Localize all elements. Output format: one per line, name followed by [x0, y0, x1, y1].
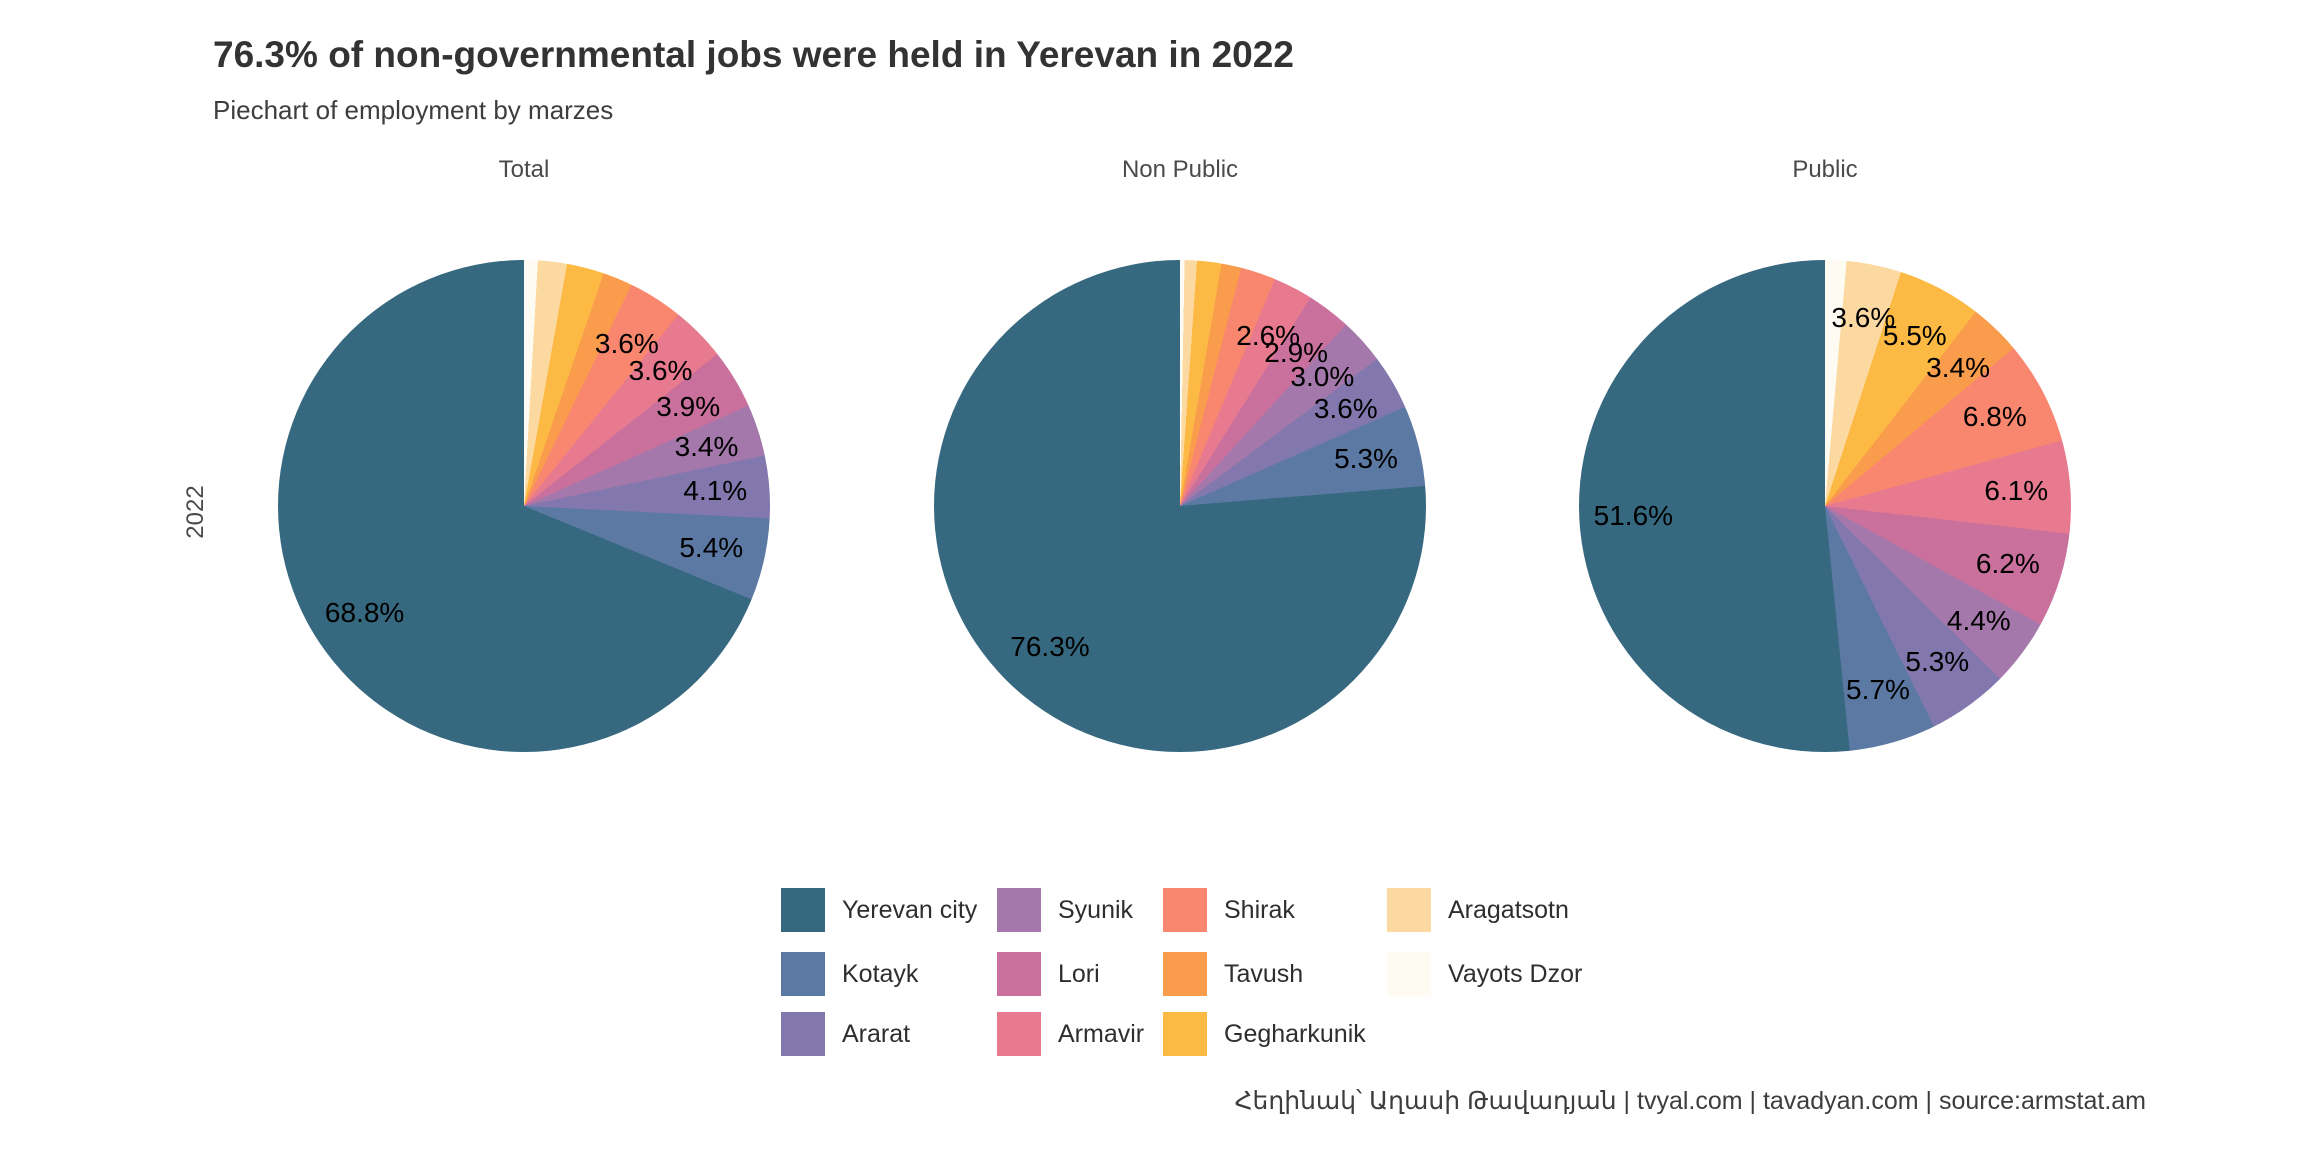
facet-title-total: Total	[498, 156, 550, 183]
legend-swatch-gegharkunik	[1163, 1012, 1207, 1056]
slice-label: 6.2%	[1975, 548, 2040, 580]
slice-label: 5.5%	[1882, 320, 1947, 352]
legend-swatch-kotayk	[781, 952, 825, 996]
legend-item-syunik: Syunik	[997, 888, 1133, 932]
slice-label: 6.8%	[1962, 400, 2027, 432]
slice-label: 76.3%	[1010, 631, 1090, 663]
legend-swatch-ararat	[781, 1012, 825, 1056]
legend-label: Ararat	[842, 1019, 911, 1048]
legend-label: Gegharkunik	[1224, 1019, 1366, 1048]
slice-label: 3.4%	[674, 430, 739, 462]
legend-label: Syunik	[1058, 895, 1134, 924]
slice-label: 3.0%	[1290, 361, 1355, 393]
slice-label: 3.9%	[656, 390, 721, 422]
pie-public: 3.6% 5.5% 3.4% 6.8% 6.1% 6.2% 4.4% 5.3% 5.7% 51.6…	[1579, 260, 2071, 752]
slice-label: 51.6%	[1593, 499, 1674, 531]
legend-label: Armavir	[1058, 1019, 1145, 1048]
legend-swatch-tavush	[1163, 952, 1207, 996]
legend-label: Tavush	[1224, 959, 1304, 988]
legend-swatch-yerevan-city	[781, 888, 825, 932]
legend-item-yerevan-city: Yerevan city	[781, 888, 977, 932]
slice-label: 5.7%	[1846, 674, 1910, 706]
slice-label: 4.1%	[683, 474, 748, 506]
slice-label: 4.4%	[1946, 604, 2011, 636]
legend-item-kotayk: Kotayk	[781, 952, 918, 996]
legend-item-aragatsotn: Aragatsotn	[1387, 888, 1569, 932]
legend-item-armavir: Armavir	[997, 1012, 1144, 1056]
legend-item-lori: Lori	[997, 952, 1100, 996]
legend-label: Lori	[1058, 959, 1100, 988]
legend-item-gegharkunik: Gegharkunik	[1163, 1012, 1366, 1056]
legend-label: Yerevan city	[842, 895, 978, 924]
pie-non-public: 2.6% 2.9% 3.0% 3.6% 5.3% 76.3%	[934, 260, 1426, 752]
slice-label: 2.9%	[1264, 337, 1329, 369]
legend-item-ararat: Ararat	[781, 1012, 910, 1056]
legend-swatch-armavir	[997, 1012, 1041, 1056]
legend-swatch-vayots-dzor	[1387, 952, 1431, 996]
slice-label: 3.6%	[594, 327, 659, 359]
slice-label: 3.4%	[1926, 351, 1991, 383]
legend-item-vayots-dzor: Vayots Dzor	[1387, 952, 1582, 996]
slice-label: 5.4%	[679, 531, 744, 563]
slice-label: 5.3%	[1334, 442, 1398, 474]
legend-swatch-aragatsotn	[1387, 888, 1431, 932]
facet-title-public: Public	[1792, 156, 1858, 183]
slice-label: 5.3%	[1905, 645, 1970, 677]
chart-title: 76.3% of non-governmental jobs were held…	[213, 34, 1294, 75]
legend-label: Aragatsotn	[1448, 895, 1569, 924]
legend-label: Shirak	[1224, 895, 1295, 924]
legend-label: Vayots Dzor	[1448, 959, 1583, 988]
legend-swatch-lori	[997, 952, 1041, 996]
slice-label: 3.6%	[628, 355, 693, 387]
legend-label: Kotayk	[842, 959, 919, 988]
chart-subtitle: Piechart of employment by marzes	[213, 95, 614, 125]
row-label-2022: 2022	[182, 485, 209, 539]
slice-label: 3.6%	[1313, 393, 1378, 425]
legend-item-shirak: Shirak	[1163, 888, 1295, 932]
facet-title-non-public: Non Public	[1121, 156, 1239, 183]
slice-label: 6.1%	[1984, 474, 2049, 506]
legend-item-tavush: Tavush	[1163, 952, 1303, 996]
slice-label: 68.8%	[324, 596, 405, 628]
legend-swatch-shirak	[1163, 888, 1207, 932]
credit-caption: Հեղինակ՝ Աղասի Թավադյան | tvyal.com | ta…	[1234, 1087, 2146, 1115]
slice-label: 3.6%	[1831, 301, 1896, 333]
legend-swatch-syunik	[997, 888, 1041, 932]
slice-label: 2.6%	[1236, 319, 1301, 351]
pie-total: 3.6% 3.6% 3.9% 3.4% 4.1% 5.4% 68.8%	[278, 260, 770, 752]
